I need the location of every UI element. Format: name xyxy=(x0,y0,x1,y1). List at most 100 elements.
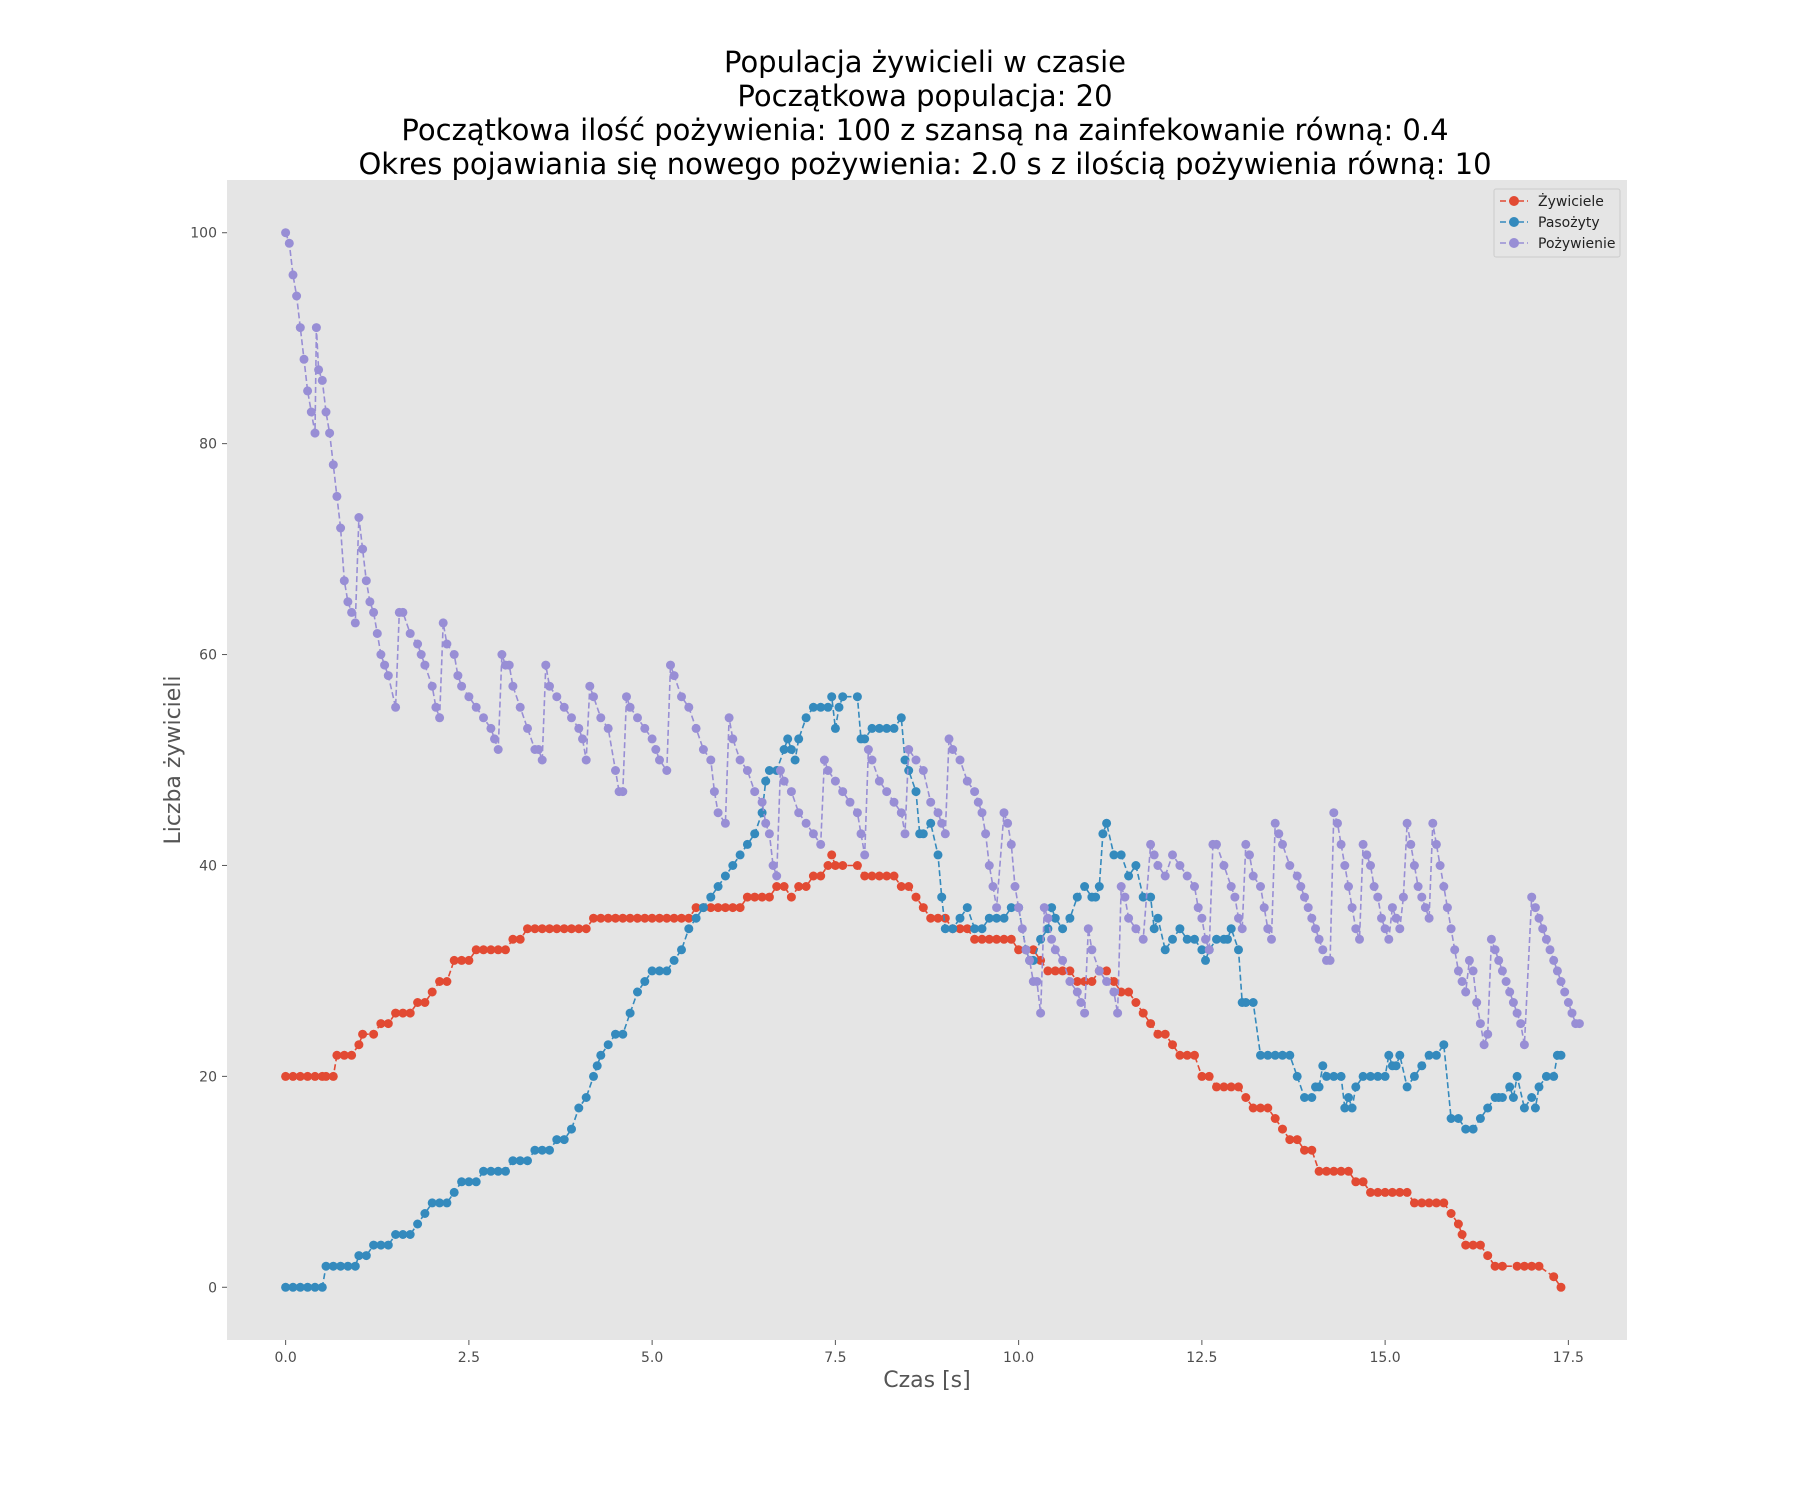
data-point-pozywienie xyxy=(1373,892,1383,902)
data-point-pozywienie xyxy=(1076,998,1086,1007)
data-point-pozywienie xyxy=(1010,882,1020,891)
data-point-pasozyty xyxy=(336,1261,346,1271)
data-point-pozywienie xyxy=(640,723,650,733)
data-point-pozywienie xyxy=(764,829,774,839)
data-point-pozywienie xyxy=(786,787,796,797)
data-point-zywiciele xyxy=(1512,1261,1522,1271)
data-point-zywiciele xyxy=(596,913,606,923)
data-point-zywiciele xyxy=(427,987,437,997)
data-point-pasozyty xyxy=(508,1156,518,1166)
data-point-pozywienie xyxy=(504,660,514,670)
data-point-pasozyty xyxy=(1270,1050,1280,1060)
data-point-zywiciele xyxy=(471,945,481,955)
data-point-pozywienie xyxy=(775,766,785,775)
data-point-pozywienie xyxy=(1047,934,1057,944)
data-point-pasozyty xyxy=(303,1282,313,1292)
data-point-pasozyty xyxy=(662,966,672,976)
data-point-zywiciele xyxy=(1483,1251,1493,1261)
data-point-pozywienie xyxy=(413,639,423,649)
data-point-pozywienie xyxy=(984,861,994,870)
data-point-zywiciele xyxy=(1226,1082,1236,1092)
data-point-zywiciele xyxy=(1556,1282,1566,1292)
data-point-pozywienie xyxy=(1534,913,1544,923)
data-point-pozywienie xyxy=(1417,892,1427,902)
data-point-pozywienie xyxy=(442,639,452,649)
data-point-pozywienie xyxy=(816,839,826,849)
data-point-pozywienie xyxy=(1453,966,1463,976)
data-point-pasozyty xyxy=(1395,1050,1405,1060)
data-point-pasozyty xyxy=(1201,955,1210,965)
data-point-pasozyty xyxy=(779,745,789,754)
data-point-zywiciele xyxy=(992,934,1002,944)
data-point-pasozyty xyxy=(838,692,848,702)
legend-box xyxy=(1493,188,1621,258)
data-point-zywiciele xyxy=(358,1029,368,1039)
legend-marker-pasozyty xyxy=(1509,217,1519,227)
data-point-pasozyty xyxy=(1065,913,1075,923)
data-point-pozywienie xyxy=(431,702,441,712)
data-point-pozywienie xyxy=(1366,861,1375,870)
data-point-pozywienie xyxy=(471,702,481,712)
data-point-pozywienie xyxy=(698,745,708,754)
data-point-pozywienie xyxy=(523,723,532,733)
data-point-pozywienie xyxy=(1402,818,1412,828)
data-point-zywiciele xyxy=(1549,1272,1559,1282)
data-point-pozywienie xyxy=(1490,945,1500,955)
data-point-zywiciele xyxy=(684,913,694,923)
data-point-pozywienie xyxy=(1314,934,1324,944)
data-point-zywiciele xyxy=(321,1071,331,1081)
data-point-pasozyty xyxy=(391,1230,401,1239)
data-point-pozywienie xyxy=(1072,987,1082,997)
data-point-pozywienie xyxy=(1109,987,1119,997)
data-point-pozywienie xyxy=(1428,818,1438,828)
data-point-pozywienie xyxy=(750,787,760,797)
data-point-zywiciele xyxy=(830,861,840,870)
data-point-pozywienie xyxy=(1516,1019,1526,1029)
data-point-pozywienie xyxy=(343,597,353,607)
data-point-pasozyty xyxy=(559,1135,569,1145)
data-point-pozywienie xyxy=(666,660,675,670)
data-point-zywiciele xyxy=(764,892,774,902)
data-point-pozywienie xyxy=(1362,850,1372,860)
data-point-pozywienie xyxy=(1300,892,1309,902)
data-point-pasozyty xyxy=(1212,934,1221,944)
data-point-zywiciele xyxy=(1138,1008,1148,1018)
data-point-pozywienie xyxy=(1014,903,1024,913)
data-point-zywiciele xyxy=(962,924,972,934)
data-point-pozywienie xyxy=(559,702,569,712)
data-point-pozywienie xyxy=(1259,903,1269,913)
data-point-pozywienie xyxy=(339,576,349,586)
y-tick-label: 60 xyxy=(199,648,217,664)
data-point-zywiciele xyxy=(706,903,716,913)
data-point-zywiciele xyxy=(786,892,796,902)
data-point-pozywienie xyxy=(1182,871,1192,881)
data-point-zywiciele xyxy=(852,861,862,870)
data-point-pasozyty xyxy=(486,1166,496,1176)
data-point-pasozyty xyxy=(1131,861,1141,870)
data-point-pozywienie xyxy=(391,702,401,712)
data-point-pasozyty xyxy=(288,1282,298,1292)
data-point-pasozyty xyxy=(1153,913,1163,923)
data-point-pasozyty xyxy=(882,723,892,733)
data-point-pozywienie xyxy=(977,808,987,818)
data-point-zywiciele xyxy=(1014,945,1024,955)
data-point-pasozyty xyxy=(603,1040,613,1050)
data-point-pozywienie xyxy=(1464,955,1474,965)
title-line-1: Populacja żywicieli w czasie xyxy=(724,45,1126,79)
y-tick-label: 0 xyxy=(208,1280,217,1296)
data-point-pozywienie xyxy=(940,829,950,839)
data-point-pozywienie xyxy=(1549,955,1559,965)
data-point-pasozyty xyxy=(1197,945,1207,955)
data-point-pozywienie xyxy=(449,650,459,659)
data-point-pasozyty xyxy=(1512,1071,1522,1081)
data-point-zywiciele xyxy=(1336,1166,1346,1176)
data-point-zywiciele xyxy=(816,871,826,881)
data-point-zywiciele xyxy=(567,924,576,934)
legend: Żywiciele Pasożyty Pożywienie xyxy=(1493,188,1621,258)
data-point-pasozyty xyxy=(1340,1103,1350,1113)
y-tick-label: 20 xyxy=(199,1069,217,1085)
data-point-pasozyty xyxy=(761,776,771,786)
data-point-zywiciele xyxy=(303,1071,313,1081)
data-point-zywiciele xyxy=(442,977,452,986)
data-point-pasozyty xyxy=(1556,1050,1566,1060)
